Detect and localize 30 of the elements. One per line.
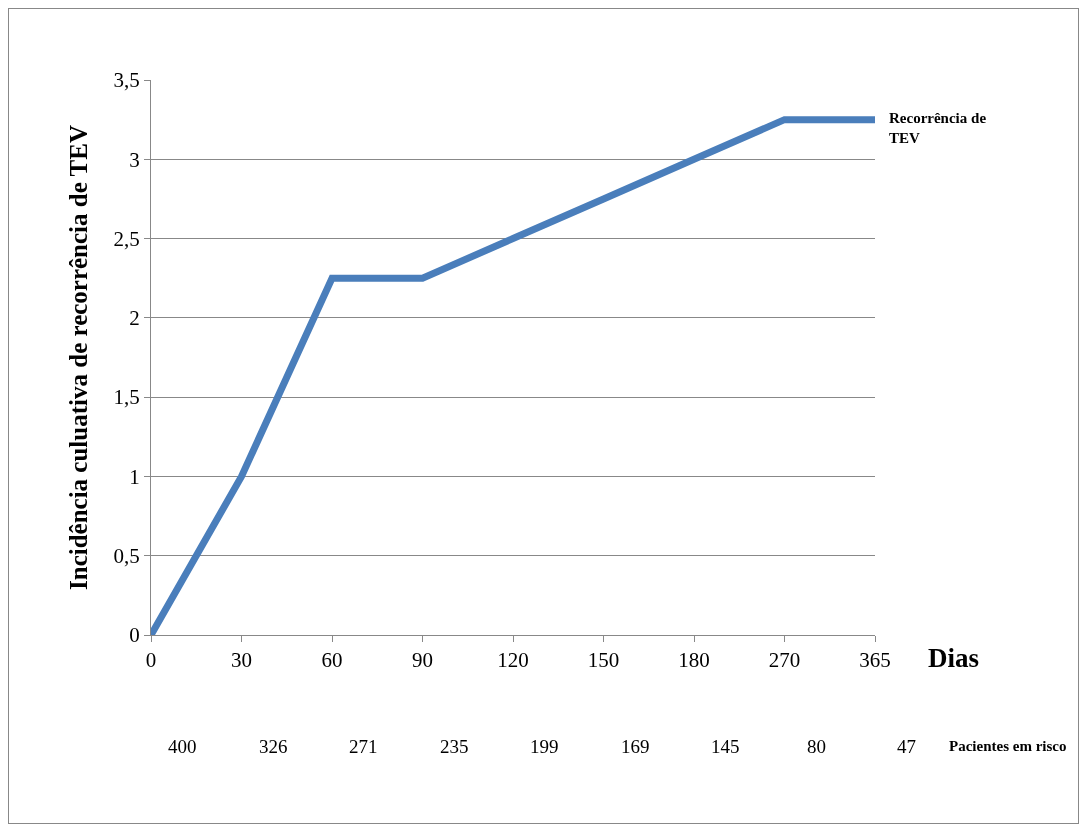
text: 235: [440, 736, 469, 757]
x-tick-label: 0: [145, 648, 157, 673]
series-label: Recorrência de TEV: [889, 110, 987, 146]
text: 47: [897, 736, 916, 757]
x-tick-label: 365: [859, 648, 891, 673]
y-tick-label: 1: [129, 464, 140, 489]
y-tick-label: 2: [129, 306, 140, 331]
x-tick-label: 30: [231, 648, 252, 673]
x-tick-label: 270: [768, 648, 801, 673]
text: 326: [259, 736, 288, 757]
text: 400: [168, 736, 197, 757]
x-tick-label: 60: [321, 648, 343, 673]
text: Pacientes em risco: [949, 738, 1067, 754]
y-axis-title: Incidência culuativa de recorrência de TEV: [65, 124, 93, 591]
y-tick-label: 3: [129, 147, 140, 172]
text: 199: [530, 736, 559, 757]
y-tick-label: 1,5: [113, 385, 140, 410]
y-tick-label: 0,5: [113, 544, 140, 569]
text: 169: [621, 736, 650, 757]
y-tick-label: 2,5: [113, 226, 140, 251]
x-tick-label: 180: [678, 648, 710, 673]
x-tick-label: 90: [412, 648, 433, 673]
x-axis-title: Dias: [928, 643, 980, 673]
text: 80: [807, 736, 826, 757]
y-tick-label: 0: [129, 623, 140, 648]
y-tick-label: 3,5: [113, 68, 140, 93]
x-tick-label: 120: [497, 648, 529, 673]
x-tick-label: 150: [587, 648, 620, 673]
text: 145: [711, 736, 740, 757]
text: 271: [349, 736, 378, 757]
